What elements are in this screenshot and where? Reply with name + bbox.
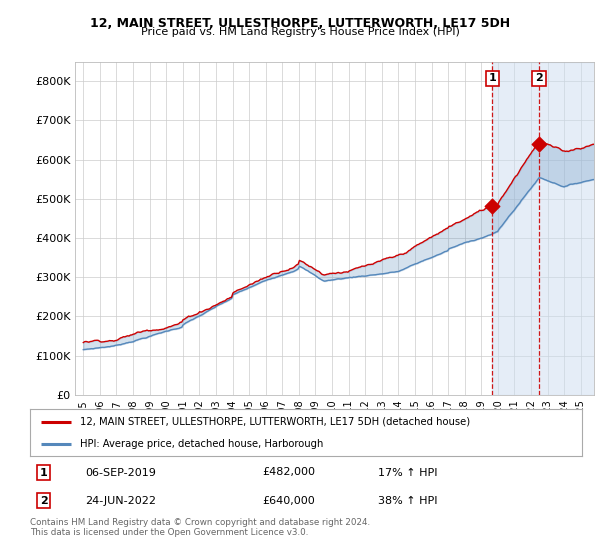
Text: HPI: Average price, detached house, Harborough: HPI: Average price, detached house, Harb…	[80, 438, 323, 449]
Text: Price paid vs. HM Land Registry's House Price Index (HPI): Price paid vs. HM Land Registry's House …	[140, 27, 460, 37]
Text: 12, MAIN STREET, ULLESTHORPE, LUTTERWORTH, LE17 5DH (detached house): 12, MAIN STREET, ULLESTHORPE, LUTTERWORT…	[80, 417, 470, 427]
Text: 38% ↑ HPI: 38% ↑ HPI	[378, 496, 437, 506]
Text: 06-SEP-2019: 06-SEP-2019	[85, 468, 156, 478]
Text: 2: 2	[535, 73, 543, 83]
Text: 1: 1	[488, 73, 496, 83]
Text: 1: 1	[40, 468, 47, 478]
Point	[534, 139, 544, 148]
Text: £640,000: £640,000	[262, 496, 314, 506]
Bar	[493, 62, 598, 395]
Point	[488, 202, 497, 211]
Text: 2: 2	[40, 496, 47, 506]
Text: 12, MAIN STREET, ULLESTHORPE, LUTTERWORTH, LE17 5DH: 12, MAIN STREET, ULLESTHORPE, LUTTERWORT…	[90, 17, 510, 30]
Text: £482,000: £482,000	[262, 468, 315, 478]
Text: Contains HM Land Registry data © Crown copyright and database right 2024.
This d: Contains HM Land Registry data © Crown c…	[30, 518, 370, 538]
Text: 17% ↑ HPI: 17% ↑ HPI	[378, 468, 437, 478]
Text: 24-JUN-2022: 24-JUN-2022	[85, 496, 156, 506]
